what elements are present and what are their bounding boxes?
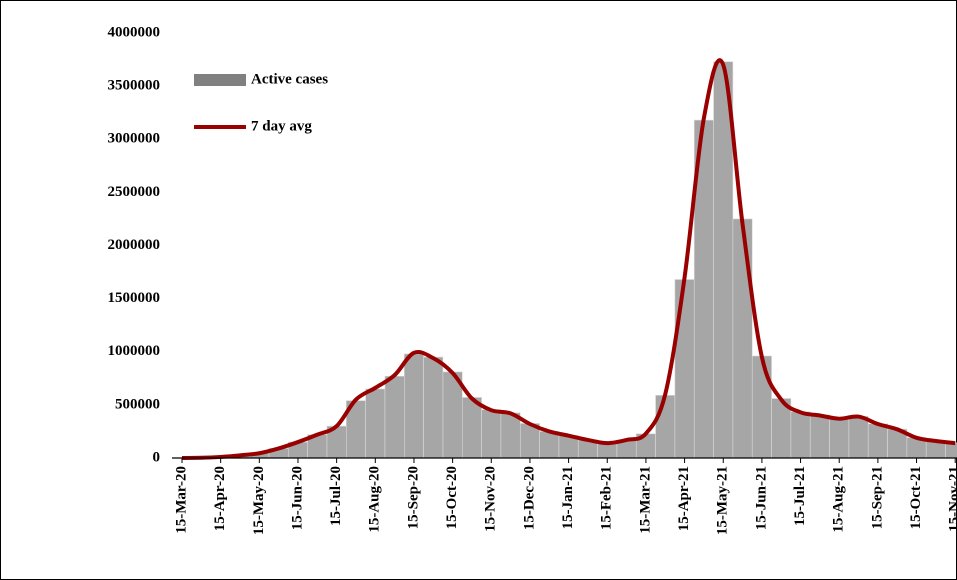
bar xyxy=(655,395,676,459)
bar xyxy=(790,411,811,459)
bar xyxy=(365,388,386,459)
x-tick-label: 15-Oct-20 xyxy=(444,466,460,529)
x-tick-label: 15-Jun-20 xyxy=(289,466,305,530)
bar xyxy=(539,431,560,459)
x-tick-label: 15-Mar-20 xyxy=(173,466,189,534)
bar xyxy=(500,412,521,459)
x-tick-label: 15-May-20 xyxy=(251,466,267,535)
y-tick-label: 500000 xyxy=(115,396,160,412)
y-tick-label: 2500000 xyxy=(108,184,161,200)
x-tick-label: 15-Apr-21 xyxy=(676,466,692,531)
x-tick-label: 15-Nov-21 xyxy=(947,466,957,532)
legend-label: Active cases xyxy=(251,71,328,87)
bar xyxy=(732,218,753,459)
y-tick-label: 2000000 xyxy=(108,237,161,253)
x-tick-label: 15-Aug-20 xyxy=(367,466,383,533)
bar xyxy=(423,356,444,459)
x-tick-label: 15-Dec-20 xyxy=(521,466,537,530)
legend-swatch xyxy=(194,74,246,86)
x-tick-label: 15-Mar-21 xyxy=(637,466,653,534)
x-tick-label: 15-Apr-20 xyxy=(212,466,228,531)
x-tick-label: 15-Jul-21 xyxy=(792,466,808,526)
x-tick-label: 15-May-21 xyxy=(715,466,731,535)
bar xyxy=(597,442,618,459)
bar xyxy=(461,397,482,459)
x-tick-label: 15-Jul-20 xyxy=(328,466,344,526)
y-tick-label: 1500000 xyxy=(108,290,161,306)
bar xyxy=(674,279,695,459)
line xyxy=(181,58,956,460)
x-tick-label: 15-Jun-21 xyxy=(753,466,769,530)
x-tick-label: 15-Sep-21 xyxy=(869,466,885,529)
legend-label: 7 day avg xyxy=(251,118,312,134)
x-tick-label: 15-Jan-21 xyxy=(560,466,576,529)
bar xyxy=(867,423,888,459)
x-tick-label: 15-Oct-21 xyxy=(908,466,924,529)
y-tick-label: 3500000 xyxy=(108,78,161,94)
bar xyxy=(829,418,850,459)
y-tick-label: 3000000 xyxy=(108,131,161,147)
bar xyxy=(403,353,424,459)
bar xyxy=(809,414,830,459)
bar xyxy=(384,375,405,459)
y-tick-label: 0 xyxy=(153,449,161,465)
x-tick-label: 15-Feb-21 xyxy=(599,466,615,530)
bar xyxy=(848,416,869,459)
x-tick-label: 15-Aug-21 xyxy=(831,466,847,533)
y-tick-label: 4000000 xyxy=(108,24,161,40)
bar xyxy=(945,442,957,459)
y-tick-label: 1000000 xyxy=(108,343,161,359)
bar xyxy=(751,355,772,459)
x-tick-label: 15-Nov-20 xyxy=(483,466,499,532)
bar xyxy=(481,409,502,459)
x-tick-label: 15-Sep-20 xyxy=(405,466,421,529)
